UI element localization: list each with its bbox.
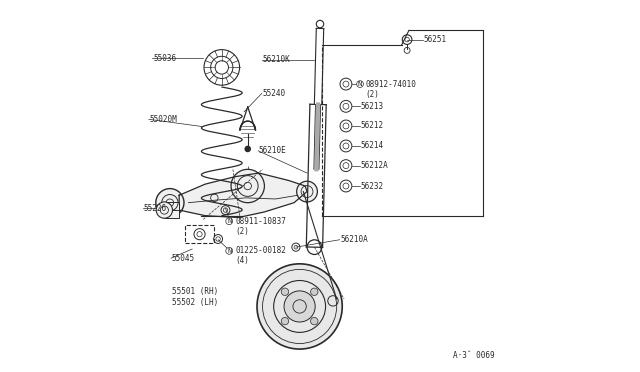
Text: (2): (2) [236, 227, 250, 236]
Bar [185, 225, 214, 243]
Circle shape [297, 181, 317, 202]
Circle shape [310, 288, 318, 295]
Text: 55240: 55240 [262, 89, 285, 98]
Circle shape [245, 146, 250, 151]
Circle shape [257, 264, 342, 349]
Text: 55226: 55226 [144, 204, 167, 213]
Text: 56232: 56232 [360, 182, 383, 190]
Text: 55020M: 55020M [150, 115, 177, 124]
Circle shape [281, 288, 289, 295]
Text: 55045: 55045 [172, 254, 195, 263]
Text: (4): (4) [236, 256, 250, 265]
Text: (2): (2) [365, 90, 379, 99]
Bar [164, 202, 179, 218]
Text: 56210K: 56210K [262, 55, 291, 64]
Circle shape [156, 189, 184, 217]
Circle shape [231, 169, 264, 203]
Text: 56210E: 56210E [259, 146, 287, 155]
Text: 56212A: 56212A [360, 161, 388, 170]
Text: 55036: 55036 [153, 54, 177, 62]
Text: 56210A: 56210A [340, 235, 368, 244]
Text: 01225-00182: 01225-00182 [236, 246, 287, 255]
Text: N: N [358, 81, 362, 87]
Circle shape [281, 317, 289, 325]
Circle shape [156, 202, 173, 218]
Text: 56251: 56251 [424, 35, 447, 44]
Text: A·3ˆ 0069: A·3ˆ 0069 [452, 351, 494, 360]
Text: 56214: 56214 [360, 141, 383, 151]
Text: 56212: 56212 [360, 122, 383, 131]
Text: 55501 (RH): 55501 (RH) [172, 287, 218, 296]
Text: N: N [227, 248, 231, 254]
Text: N: N [227, 218, 231, 224]
Text: 08911-10837: 08911-10837 [236, 217, 287, 226]
Text: 55502 (LH): 55502 (LH) [172, 298, 218, 307]
Text: 56213: 56213 [360, 102, 383, 111]
Circle shape [310, 317, 318, 325]
Text: 08912-74010: 08912-74010 [365, 80, 416, 89]
Circle shape [284, 291, 315, 322]
Polygon shape [179, 173, 307, 218]
